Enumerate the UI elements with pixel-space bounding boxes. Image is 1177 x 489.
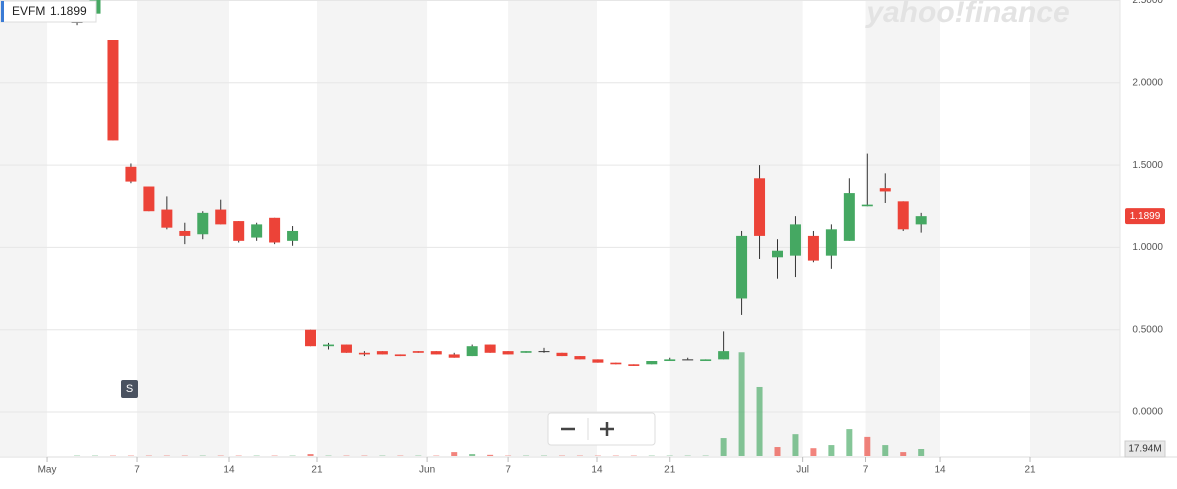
shade-band [508,0,597,456]
x-tick-label: 14 [591,465,603,476]
watermark: yahoo!finance [864,0,1069,29]
y-tick-label: 2.0000 [1132,77,1163,88]
volume-bar [846,429,852,456]
ticker-price: 1.1899 [50,4,87,18]
candle-body [916,216,927,224]
shade-band [137,0,229,456]
candle-body [125,167,136,182]
volume-bar [882,445,888,456]
x-tick-label: Jun [419,465,435,476]
x-tick-label: 14 [934,465,946,476]
x-tick-label: Jul [796,465,809,476]
candle-body [700,359,711,361]
x-tick-label: 7 [505,465,511,476]
candle-body [485,345,496,353]
volume-bar [757,387,763,456]
background [0,0,1120,456]
volume-bar [721,438,727,456]
y-tick-label: 0.5000 [1132,324,1163,335]
candle-body [305,330,316,346]
zoom-out-button[interactable] [550,415,586,443]
candle-body [718,351,729,359]
volume-bar [469,454,475,456]
volume-bar [828,445,834,456]
candle-body [521,351,532,353]
volume-bar [487,455,493,456]
candle-body [215,210,226,225]
candle-body [574,356,585,359]
zoom-in-button[interactable] [590,415,626,443]
candle-body [341,345,352,353]
volume-bar [774,447,780,456]
shade-band [670,0,803,456]
candle-body [610,363,621,365]
candle-body [413,351,424,353]
candle-body [754,178,765,236]
y-tick-label: 2.5000 [1132,0,1163,6]
candle-body [790,224,801,255]
x-tick-label: 14 [223,465,235,476]
candle-body [395,354,406,356]
candle-body [431,351,442,354]
x-tick-label: May [38,465,57,476]
candle-body [826,229,837,255]
shade-band [0,0,47,456]
candle-body [323,345,334,347]
volume-bar [810,448,816,456]
ticker: EVFM [12,4,45,18]
candle-body [269,218,280,243]
candle-body [880,188,891,191]
volume-bar [308,454,314,456]
candle-body [736,236,747,299]
candle-body [467,346,478,356]
volume-bar [900,452,906,456]
zoom-controls [548,413,655,445]
volume-bar [792,434,798,456]
volume-bar [864,437,870,456]
candle-body [862,205,873,207]
price-badge-label: 1.1899 [1130,211,1161,222]
x-tick-label: 7 [863,465,869,476]
candle-body [772,251,783,258]
candle-body [682,359,693,360]
candle-body [107,40,118,140]
volume-bar [739,352,745,456]
shade-band [317,0,427,456]
volume-bar [451,452,457,456]
ticker-tag-accent [1,1,4,22]
candle-body [251,224,262,237]
candle-body [197,213,208,234]
x-tick-label: 21 [1024,465,1036,476]
candle-body [628,364,639,366]
candle-body [898,201,909,229]
candle-body [592,359,603,362]
candle-body [377,351,388,354]
candle-body [359,353,370,355]
candle-body [646,361,657,364]
shade-band [1030,0,1120,456]
volume-bar [918,449,924,456]
candle-body [503,351,514,354]
x-tick-label: 21 [311,465,323,476]
candle-body [844,193,855,241]
candle-body [664,359,675,361]
candle-body [449,354,460,357]
candle-body [287,231,298,241]
candle-body [161,210,172,228]
volume-badge-label: 17.94M [1128,444,1161,455]
candle-body [556,353,567,356]
y-tick-label: 1.5000 [1132,160,1163,171]
candle-body [179,231,190,236]
x-tick-label: 7 [134,465,140,476]
candle-body [143,187,154,212]
y-tick-label: 0.0000 [1132,407,1163,418]
event-marker: S [126,383,133,395]
candle-body [233,221,244,241]
candle-body [808,236,819,261]
y-tick-label: 1.0000 [1132,242,1163,253]
x-tick-label: 21 [664,465,676,476]
candle-body [539,351,550,352]
